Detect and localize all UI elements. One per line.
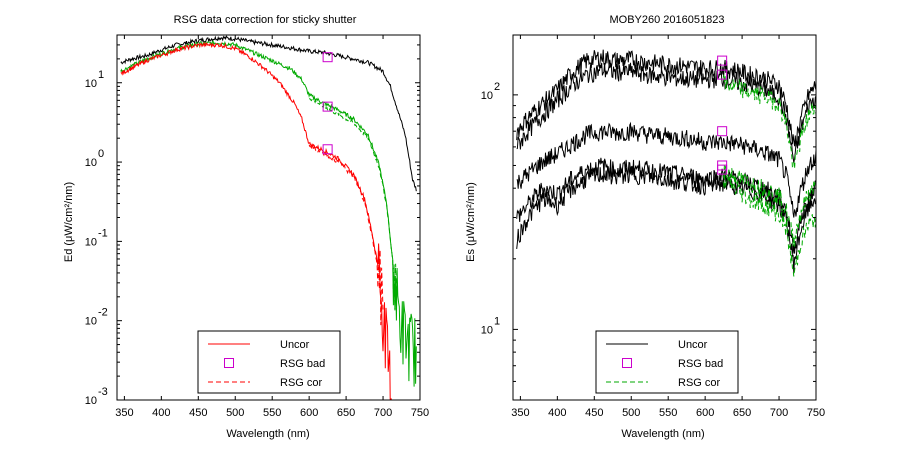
left-y-tick-exponent: -3 [98, 386, 108, 398]
left-plot-area: 350 400 450 500 550 600 650 700 75010110010-110-… [85, 34, 429, 419]
left-rsg-bad-marker-1 [322, 52, 333, 63]
right-chart-panel: MOBY260 2016051823 Wavelength (nm) Es (μ… [465, 14, 825, 440]
right-series-group [516, 49, 816, 277]
left-y-tick-base: 10 [85, 236, 97, 248]
right-chart-title: MOBY260 2016051823 [610, 14, 725, 26]
right-x-tick-label: 450 [585, 407, 603, 419]
left-rsg-bad-marker-2 [322, 101, 333, 112]
right-legend-label-1: Uncor [678, 339, 708, 351]
left-y-tick-exponent: 0 [98, 148, 104, 160]
left-x-tick-label: 700 [374, 407, 392, 419]
right-series-line-1 [516, 49, 816, 147]
right-y-axis-label: Es (μW/cm²/nm) [465, 182, 477, 262]
left-series-line-3 [120, 41, 392, 400]
right-x-tick-label: 650 [733, 407, 751, 419]
left-x-tick-label: 350 [115, 407, 133, 419]
left-x-tick-label: 400 [152, 407, 170, 419]
left-legend-label-1: Uncor [280, 339, 310, 351]
right-series-line-6 [723, 74, 816, 169]
right-series-line-2 [516, 62, 816, 163]
left-y-tick-base: 10 [85, 78, 97, 90]
right-legend-swatch-2 [622, 358, 632, 368]
left-series-group [120, 35, 417, 400]
left-y-tick-base: 10 [85, 395, 97, 407]
right-legend: Uncor RSG bad RSG cor [595, 330, 739, 394]
left-y-tick-exponent: -2 [98, 307, 108, 319]
left-x-tick-label: 500 [226, 407, 244, 419]
left-legend-label-2: RSG bad [280, 358, 325, 370]
left-y-tick-exponent: 1 [98, 69, 104, 81]
right-legend-label-3: RSG cor [678, 377, 721, 389]
right-x-tick-label: 700 [770, 407, 788, 419]
left-x-tick-label: 650 [337, 407, 355, 419]
left-series-line-5 [308, 144, 384, 326]
right-legend-label-2: RSG bad [678, 358, 723, 370]
left-legend-box [197, 330, 341, 394]
right-x-tick-label: 350 [511, 407, 529, 419]
right-rsg-bad-marker-3 [717, 126, 728, 137]
right-x-tick-label: 500 [622, 407, 640, 419]
left-chart-panel: RSG data correction for sticky shutter W… [63, 14, 429, 440]
right-legend-box [595, 330, 739, 394]
left-x-tick-label: 450 [189, 407, 207, 419]
left-series-line-4 [309, 98, 397, 311]
right-y-tick-exponent: 1 [494, 315, 500, 327]
left-legend-label-3: RSG cor [280, 377, 323, 389]
left-y-axis-label: Ed (μW/cm²/nm) [63, 182, 75, 262]
left-y-tick-base: 10 [85, 157, 97, 169]
right-series-line-3 [516, 121, 816, 218]
left-x-tick-label: 600 [300, 407, 318, 419]
left-series-line-2 [120, 40, 417, 387]
left-y-tick-base: 10 [85, 316, 97, 328]
right-x-tick-label: 550 [659, 407, 677, 419]
left-y-tick-exponent: -1 [98, 227, 108, 239]
right-rsg-bad-marker-1 [717, 55, 728, 66]
right-y-tick-base: 10 [481, 90, 493, 102]
right-x-tick-label: 600 [696, 407, 714, 419]
right-y-tick-exponent: 2 [494, 81, 500, 93]
right-x-tick-label: 400 [548, 407, 566, 419]
right-series-line-8 [723, 172, 816, 277]
left-x-axis-label: Wavelength (nm) [226, 428, 309, 440]
left-rsg-bad-marker-3 [322, 144, 333, 155]
left-series-line-1 [120, 35, 417, 192]
left-x-tick-label: 750 [411, 407, 429, 419]
right-x-tick-label: 750 [807, 407, 825, 419]
right-series-line-7 [723, 165, 816, 247]
right-series-line-5 [516, 165, 816, 274]
right-rsg-bad-marker-2 [717, 69, 728, 80]
left-legend-swatch-2 [224, 358, 234, 368]
left-chart-title: RSG data correction for sticky shutter [174, 14, 357, 26]
right-y-tick-base: 10 [481, 324, 493, 336]
left-x-tick-label: 550 [263, 407, 281, 419]
right-x-axis-label: Wavelength (nm) [621, 428, 704, 440]
right-plot-area: 350 400 450 500 550 600 650 700 750102101UncorRS… [481, 34, 825, 419]
right-rsg-bad-marker-5 [717, 164, 728, 175]
left-legend: Uncor RSG bad RSG cor [197, 330, 341, 394]
